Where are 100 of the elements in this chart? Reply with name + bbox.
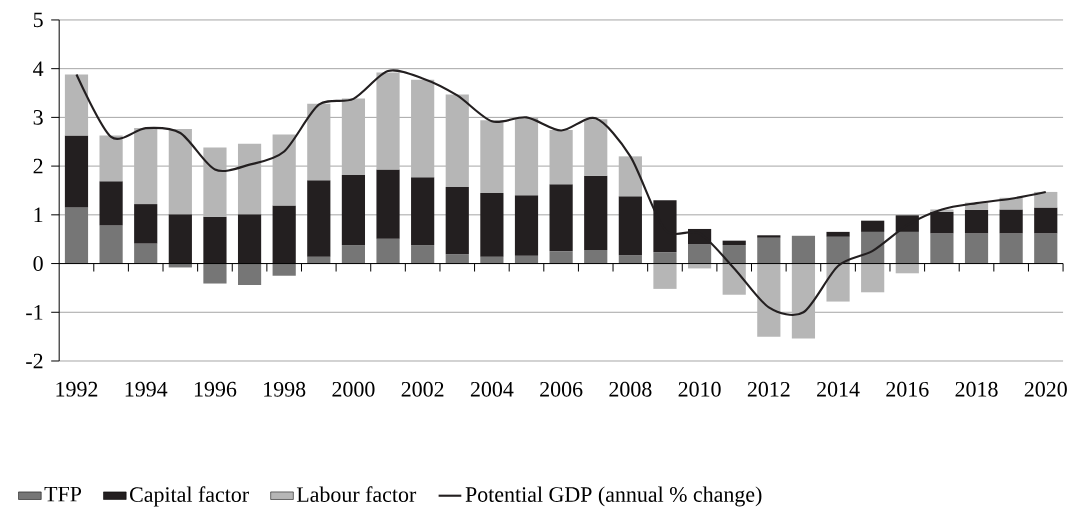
bar xyxy=(168,214,192,264)
bar xyxy=(480,193,504,257)
bar xyxy=(99,181,123,226)
bar xyxy=(134,204,158,244)
bar xyxy=(411,80,435,178)
bar xyxy=(272,205,296,264)
x-tick-label: 1998 xyxy=(264,382,306,397)
bar xyxy=(445,254,469,264)
y-tick-label: 4 xyxy=(33,61,44,77)
bar xyxy=(1034,233,1058,264)
bar xyxy=(687,244,712,264)
bar xyxy=(826,232,850,237)
bar xyxy=(861,220,885,233)
bar xyxy=(411,177,435,246)
x-tick-label: 2020 xyxy=(1024,382,1067,397)
x-tick-label: 1994 xyxy=(125,382,168,397)
bar xyxy=(341,175,366,246)
bar xyxy=(134,128,158,205)
x-tick-label: 2008 xyxy=(609,382,652,397)
bar xyxy=(341,98,366,176)
bar xyxy=(376,169,400,239)
legend-label: TFP xyxy=(44,487,82,502)
x-tick-label: 2014 xyxy=(817,382,860,397)
bar xyxy=(930,212,954,234)
bar xyxy=(549,251,573,264)
bar xyxy=(134,243,158,264)
bar xyxy=(272,134,296,206)
bar xyxy=(99,135,123,182)
bar xyxy=(411,245,435,264)
bar xyxy=(64,207,89,264)
y-tick-label: 3 xyxy=(33,110,43,125)
bar xyxy=(618,156,642,197)
bar xyxy=(341,245,366,264)
bar xyxy=(653,200,677,253)
x-tick-label: 2012 xyxy=(747,382,790,397)
bar xyxy=(237,214,262,264)
bar xyxy=(722,240,746,246)
y-tick-label: -2 xyxy=(26,353,43,369)
bar xyxy=(861,263,885,293)
bar xyxy=(237,263,262,286)
legend-label: Potential GDP (annual % change) xyxy=(465,486,762,507)
bar xyxy=(376,238,400,264)
legend-label: Labour factor xyxy=(296,486,417,503)
y-tick-label: 1 xyxy=(34,207,43,223)
bar xyxy=(203,147,227,217)
bar xyxy=(895,232,919,264)
x-tick-label: 2010 xyxy=(678,382,721,397)
bar xyxy=(376,72,400,170)
x-tick-label: 2006 xyxy=(540,382,583,397)
bar xyxy=(99,225,123,264)
bar xyxy=(203,263,227,284)
bar xyxy=(930,233,954,264)
bar xyxy=(549,130,573,185)
y-tick-label: 0 xyxy=(33,256,43,272)
bar xyxy=(237,143,262,215)
bar xyxy=(722,245,746,264)
bar xyxy=(722,263,746,295)
bar xyxy=(999,233,1023,264)
bar xyxy=(584,119,608,177)
bar xyxy=(895,263,919,274)
bar xyxy=(480,120,504,194)
bar xyxy=(964,210,989,234)
bar xyxy=(64,74,89,136)
bar xyxy=(791,263,816,339)
x-tick-label: 2000 xyxy=(332,382,375,397)
bar xyxy=(826,236,850,264)
bar xyxy=(307,180,331,257)
bar xyxy=(64,135,89,208)
bar xyxy=(964,233,989,264)
bar xyxy=(445,187,469,255)
bar xyxy=(618,196,642,256)
bar xyxy=(653,252,677,264)
bar xyxy=(757,235,781,238)
bar xyxy=(307,103,331,181)
bar xyxy=(445,94,469,188)
x-tick-label: 2016 xyxy=(886,382,929,397)
bar xyxy=(514,118,539,196)
x-tick-label: 1992 xyxy=(56,382,98,397)
bar xyxy=(549,184,573,252)
x-tick-label: 2018 xyxy=(955,382,998,397)
bar xyxy=(757,237,781,264)
bar xyxy=(999,209,1023,234)
bar xyxy=(618,255,642,264)
y-tick-label: 2 xyxy=(33,159,43,174)
bar xyxy=(653,263,677,290)
bar xyxy=(757,263,781,337)
x-tick-label: 1996 xyxy=(194,382,237,397)
x-tick-label: 2002 xyxy=(401,382,444,397)
y-tick-label: -1 xyxy=(26,305,43,320)
bar xyxy=(168,129,192,215)
x-tick-label: 2004 xyxy=(470,382,514,397)
bar xyxy=(791,235,816,264)
bar xyxy=(272,263,296,276)
bar xyxy=(514,195,539,256)
bar xyxy=(584,250,608,264)
bar xyxy=(1034,207,1058,234)
bar xyxy=(203,216,227,264)
legend-label: Capital factor xyxy=(130,486,249,507)
bar xyxy=(584,176,608,251)
bar xyxy=(1034,192,1058,208)
